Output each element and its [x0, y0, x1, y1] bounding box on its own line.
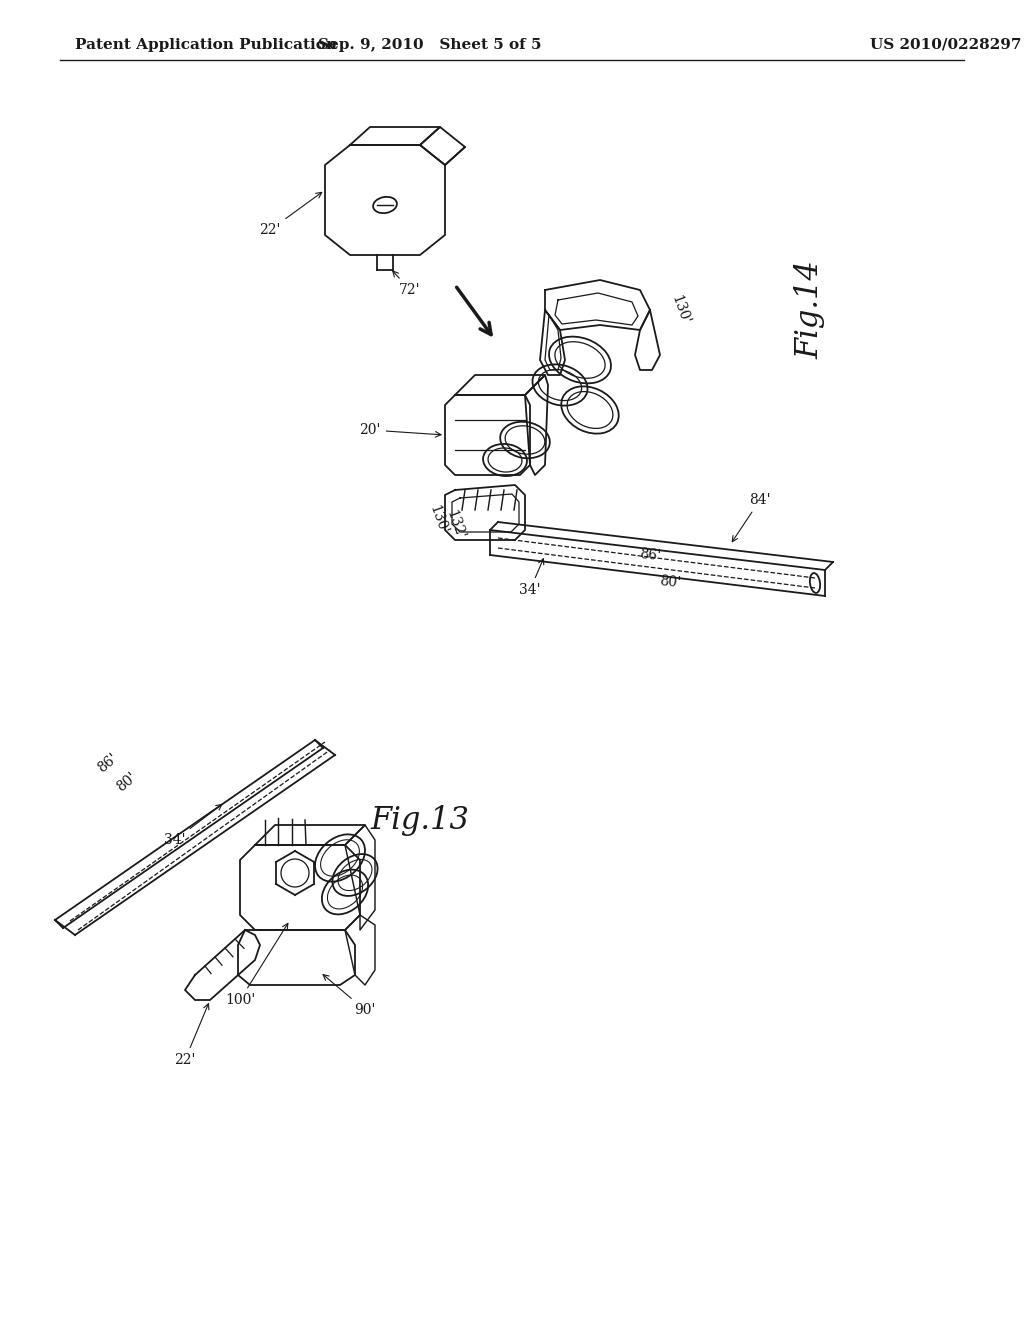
Text: 80': 80' — [115, 770, 139, 795]
Text: Sep. 9, 2010   Sheet 5 of 5: Sep. 9, 2010 Sheet 5 of 5 — [318, 38, 542, 51]
Text: 86': 86' — [95, 751, 121, 775]
Text: 22': 22' — [174, 1003, 209, 1067]
Text: 132': 132' — [443, 508, 467, 541]
Text: US 2010/0228297 A1: US 2010/0228297 A1 — [870, 38, 1024, 51]
Text: 80': 80' — [658, 574, 681, 590]
Text: Fig.14: Fig.14 — [795, 260, 825, 359]
Text: 130': 130' — [669, 293, 692, 326]
Text: Patent Application Publication: Patent Application Publication — [75, 38, 337, 51]
Text: 84': 84' — [732, 492, 771, 541]
Text: 22': 22' — [259, 193, 322, 238]
Text: Fig.13: Fig.13 — [370, 804, 469, 836]
Text: 100': 100' — [225, 924, 288, 1007]
Text: 34': 34' — [519, 558, 544, 597]
Text: 86': 86' — [639, 546, 662, 564]
Text: 34': 34' — [164, 804, 222, 847]
Text: 20': 20' — [359, 422, 441, 437]
Text: 90': 90' — [323, 974, 376, 1016]
Text: 72': 72' — [393, 271, 421, 297]
Text: 130': 130' — [426, 503, 450, 537]
